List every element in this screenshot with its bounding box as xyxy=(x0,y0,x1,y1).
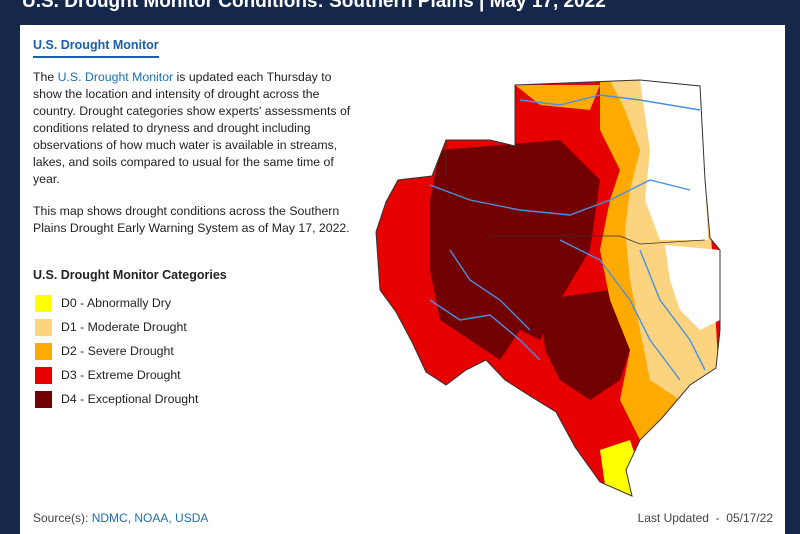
page-title: U.S. Drought Monitor Conditions: Souther… xyxy=(22,0,606,12)
last-updated: Last Updated - 05/17/22 xyxy=(637,511,773,525)
legend-label: D1 - Moderate Drought xyxy=(61,320,187,334)
map-layers xyxy=(375,79,721,497)
legend-label: D4 - Exceptional Drought xyxy=(61,392,199,406)
intro: The U.S. Drought Monitor is updated each… xyxy=(33,69,353,188)
river xyxy=(429,299,541,361)
legend-item: D2 - Severe Drought xyxy=(35,339,198,363)
source: Source(s): NDMC, NOAA, USDA xyxy=(33,511,208,525)
d4-area xyxy=(540,290,640,400)
river xyxy=(639,249,706,371)
river xyxy=(429,179,691,216)
no-drought xyxy=(640,80,708,240)
description: This map shows drought conditions across… xyxy=(33,204,350,235)
panel: U.S. Drought Monitor The U.S. Drought Mo… xyxy=(20,25,785,534)
legend: D0 - Abnormally Dry D1 - Moderate Drought… xyxy=(35,291,198,411)
d2-area xyxy=(515,85,600,110)
state-outline xyxy=(375,79,721,497)
legend-swatch xyxy=(35,294,52,312)
state-border xyxy=(486,235,706,245)
legend-item: D3 - Extreme Drought xyxy=(35,363,198,387)
legend-swatch xyxy=(35,342,52,360)
panel-heading[interactable]: U.S. Drought Monitor xyxy=(33,38,159,58)
legend-item: D4 - Exceptional Drought xyxy=(35,387,198,411)
source-links[interactable]: NDMC, NOAA, USDA xyxy=(91,511,209,525)
intro-text: is updated each Thursday to show the loc… xyxy=(33,70,351,186)
source-label: Source(s): xyxy=(33,511,89,525)
legend-title: U.S. Drought Monitor Categories xyxy=(33,268,227,282)
drought-areas xyxy=(376,80,720,496)
legend-label: D2 - Severe Drought xyxy=(61,344,174,358)
intro-link[interactable]: U.S. Drought Monitor xyxy=(57,70,174,84)
drought-map xyxy=(375,79,721,497)
legend-swatch xyxy=(35,390,52,408)
legend-item: D1 - Moderate Drought xyxy=(35,315,198,339)
legend-swatch xyxy=(35,318,52,336)
legend-label: D0 - Abnormally Dry xyxy=(61,296,172,310)
no-drought xyxy=(665,245,720,330)
river xyxy=(449,249,531,331)
legend-item: D0 - Abnormally Dry xyxy=(35,291,198,315)
river xyxy=(519,94,701,111)
river xyxy=(559,239,681,381)
intro-text: The xyxy=(33,70,55,84)
rivers xyxy=(429,94,706,381)
legend-label: D3 - Extreme Drought xyxy=(61,368,181,382)
legend-swatch xyxy=(35,366,52,384)
